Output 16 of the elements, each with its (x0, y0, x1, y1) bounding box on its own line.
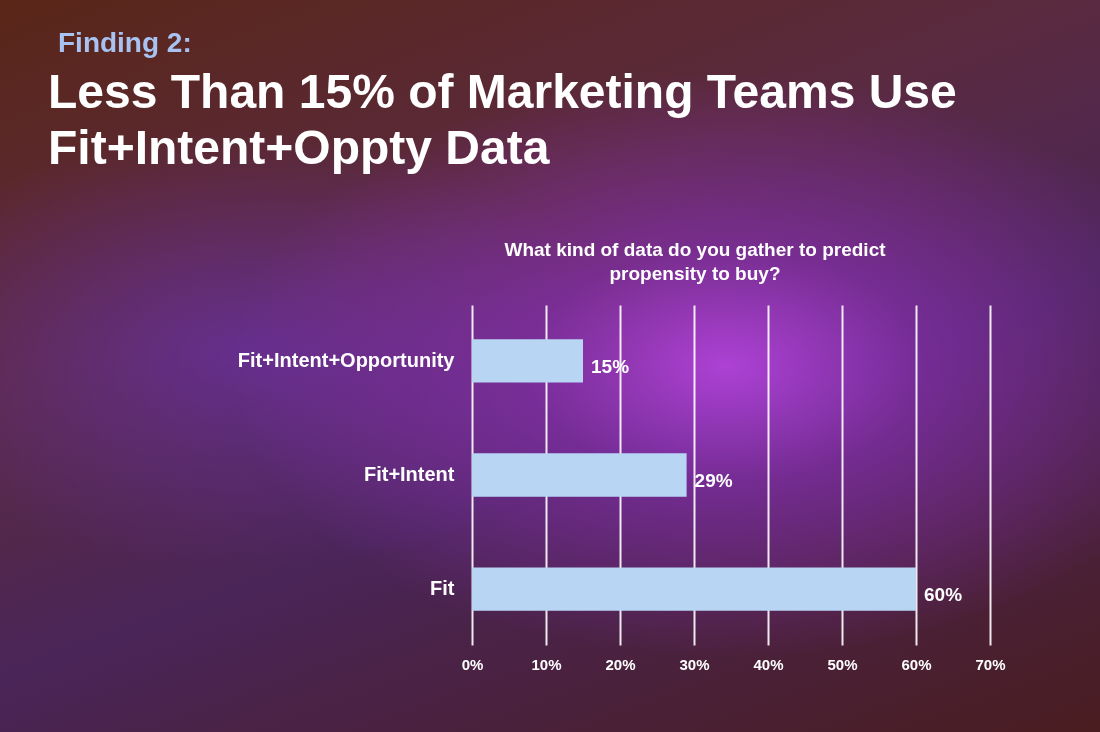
y-tick-label: Fit+Intent+Opportunity (237, 348, 456, 371)
x-tick-label: 30% (679, 655, 710, 673)
chart-title: Less Than 15% of Marketing Teams Use Fit+Intent+Oppty Data (48, 64, 958, 176)
data-label: 60% (924, 584, 963, 606)
chart-subtitle: What kind of data do you gather to predict propensity to buy? (503, 238, 887, 286)
x-tick-label: 50% (827, 655, 858, 673)
x-tick-label: 40% (753, 655, 784, 673)
data-label: 29% (694, 470, 733, 491)
x-tick-label: 60% (901, 655, 932, 673)
y-tick-label: Fit+Intent (363, 463, 455, 485)
y-tick-label: Fit (430, 577, 455, 600)
x-tick-label: 0% (461, 655, 484, 673)
x-tick-label: 10% (531, 655, 562, 673)
x-tick-label: 20% (605, 655, 636, 673)
text: Finding 2: (58, 26, 192, 60)
x-tick-label: 70% (975, 655, 1006, 673)
